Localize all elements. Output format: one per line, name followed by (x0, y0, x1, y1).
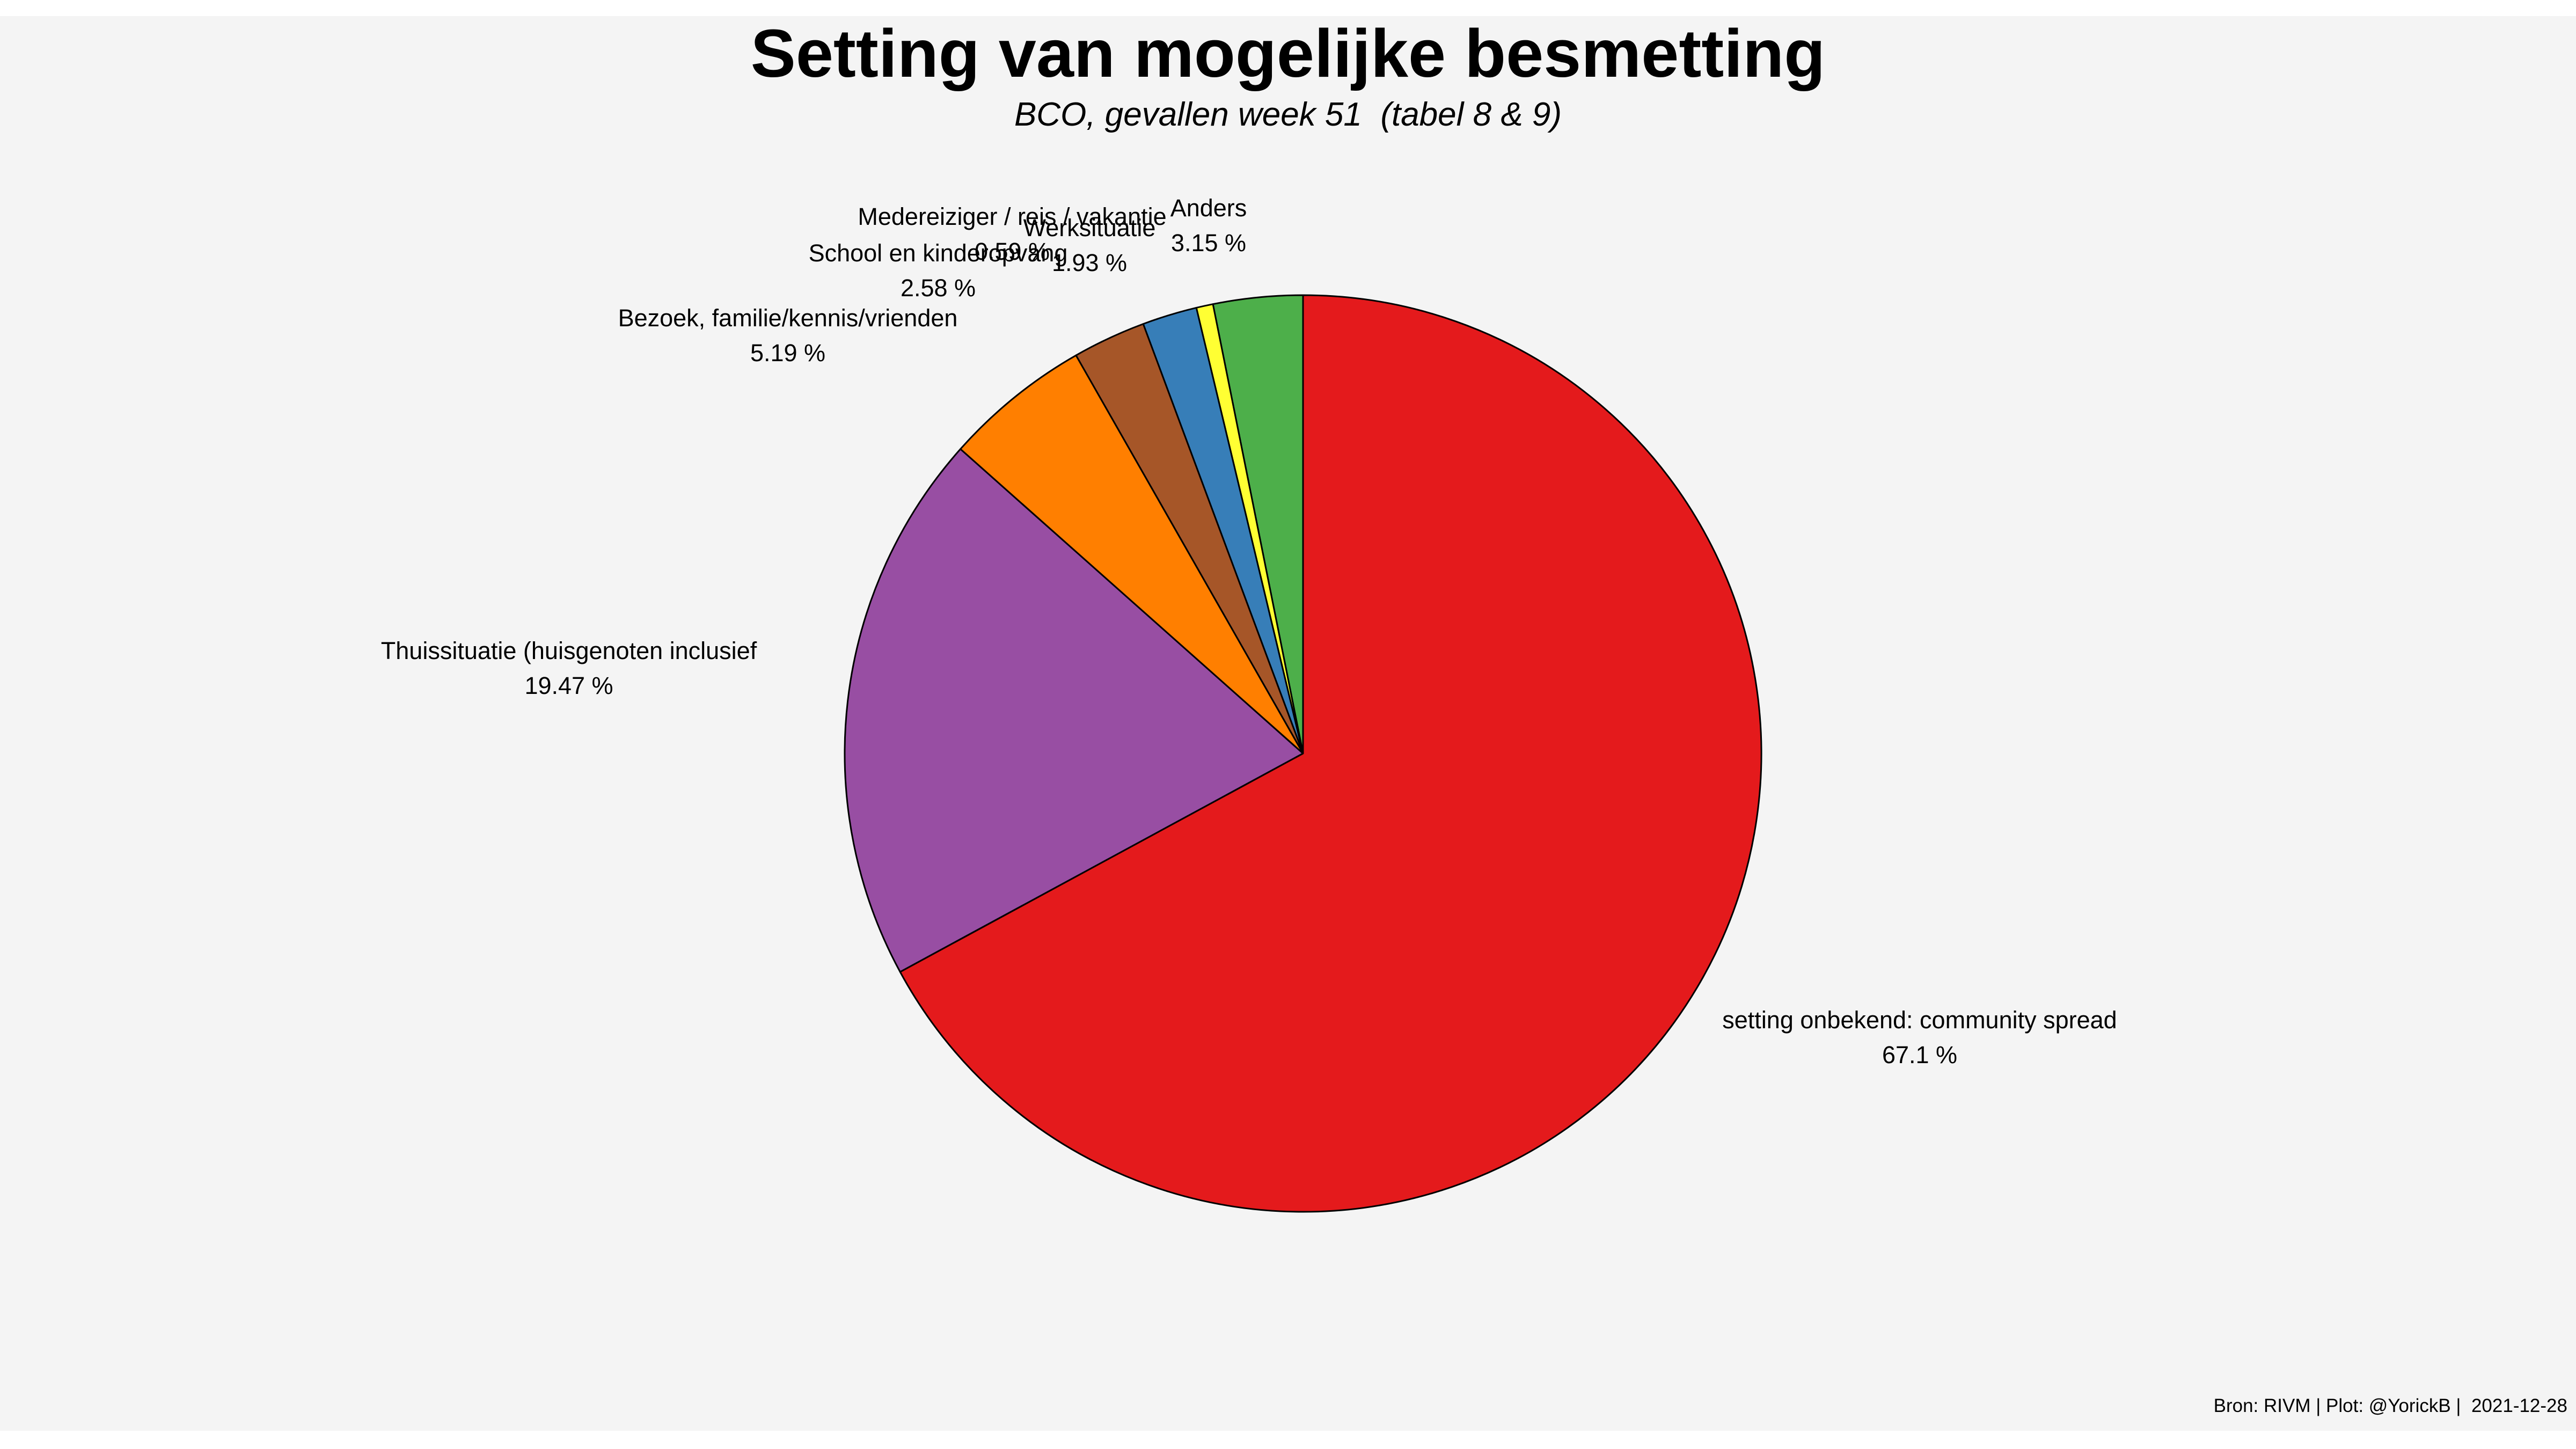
slice-value-label-3: 2.58 % (901, 274, 976, 302)
slice-value-label-6: 67.1 % (1882, 1041, 1957, 1069)
slice-label-5: Thuissituatie (huisgenoten inclusief (381, 637, 757, 664)
pie-slice-5 (844, 448, 1304, 973)
pie-slice-6 (899, 294, 1762, 1213)
slice-label-4: Bezoek, familie/kennis/vrienden (618, 304, 958, 332)
slice-value-label-4: 5.19 % (750, 339, 825, 367)
chart-subtitle: BCO, gevallen week 51 (tabel 8 & 9) (1014, 96, 1562, 133)
slice-label-6: setting onbekend: community spread (1722, 1006, 2117, 1034)
slice-value-label-2: 1.93 % (1052, 249, 1127, 276)
slice-value-label-1: 0.59 % (975, 238, 1050, 265)
slice-value-label-0: 3.15 % (1171, 229, 1246, 257)
slice-label-2: Werksituatie (1023, 214, 1156, 241)
slice-label-3: School en kinderopvang (809, 239, 1068, 267)
source-caption: Bron: RIVM | Plot: @YorickB | 2021-12-28 (2213, 1395, 2567, 1416)
pie-slice-4 (960, 354, 1304, 755)
slice-label-0: Anders (1170, 194, 1247, 222)
chart-title: Setting van mogelijke besmetting (750, 16, 1826, 91)
slice-value-label-5: 19.47 % (524, 672, 613, 699)
slice-label-1: Medereiziger / reis / vakantie (858, 203, 1166, 230)
